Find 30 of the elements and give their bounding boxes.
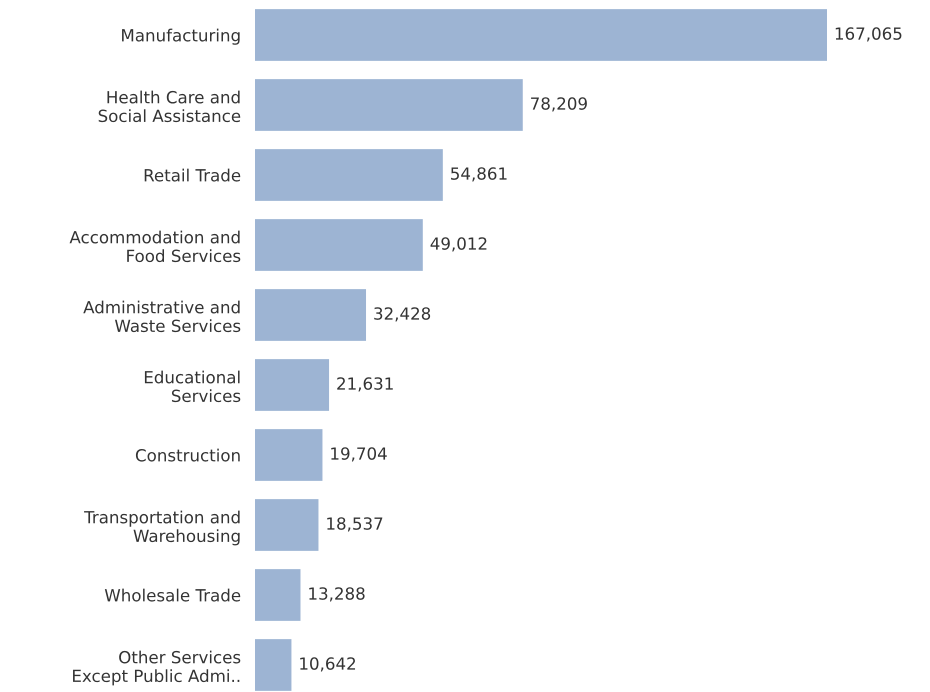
bar xyxy=(255,79,523,131)
y-tick-label: Accommodation and Food Services xyxy=(70,230,240,262)
y-tick-label: Manufacturing xyxy=(122,28,240,45)
bar xyxy=(255,569,300,621)
data-label: 13,288 xyxy=(309,587,365,602)
y-tick-label: Educational Services xyxy=(144,370,240,402)
y-tick-label: Retail Trade xyxy=(144,168,240,182)
data-label: 19,704 xyxy=(331,447,387,462)
data-label: 49,012 xyxy=(430,237,486,252)
y-tick-label: Transportation and Warehousing xyxy=(84,510,240,546)
y-tick-label: Wholesale Trade xyxy=(104,588,240,602)
bar xyxy=(255,639,292,691)
bar xyxy=(255,499,318,551)
bar xyxy=(255,359,330,411)
bar xyxy=(255,219,423,271)
y-tick-label: Administrative and Waste Services xyxy=(83,300,240,332)
data-label: 32,428 xyxy=(374,307,430,322)
y-tick-label: Construction xyxy=(136,448,240,462)
data-label: 10,642 xyxy=(300,657,356,672)
bar xyxy=(255,9,827,61)
bar xyxy=(255,289,366,341)
data-label: 54,861 xyxy=(451,167,507,182)
y-tick-label: Health Care and Social Assistance xyxy=(98,90,240,122)
bar xyxy=(255,429,322,481)
data-label: 18,537 xyxy=(327,517,382,532)
y-tick-label: Other Services Except Public Admi.. xyxy=(73,650,240,686)
bar xyxy=(255,149,443,201)
data-label: 167,065 xyxy=(836,27,902,42)
data-label: 21,631 xyxy=(337,377,393,392)
data-label: 78,209 xyxy=(531,97,587,112)
